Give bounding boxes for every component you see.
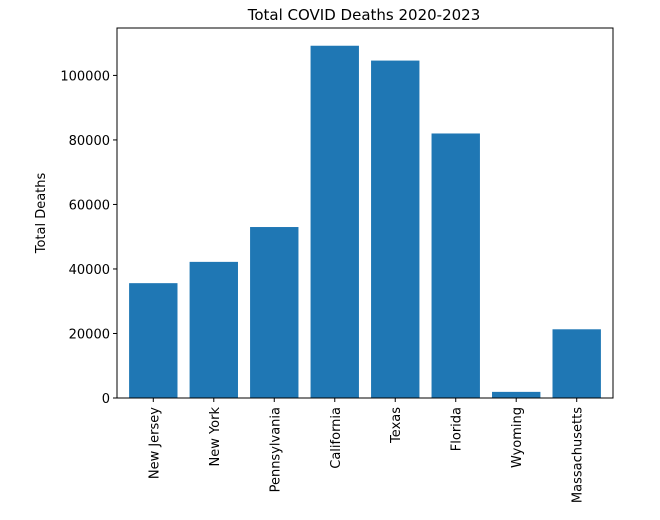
bars-group: [129, 45, 601, 399]
x-tick-label: Florida: [450, 407, 465, 451]
x-tick-label: Massachusetts: [571, 407, 586, 503]
chart-title: Total COVID Deaths 2020-2023: [247, 6, 481, 24]
plot-frame: [116, 27, 614, 399]
bar-texas: [371, 60, 420, 398]
bar-new-york: [189, 261, 238, 398]
bar-california: [310, 45, 359, 399]
x-tick-label: California: [329, 407, 344, 469]
bar-new-jersey: [129, 283, 178, 398]
y-tick-label: 60000: [69, 198, 110, 213]
bar-florida: [431, 133, 480, 399]
x-axis: New Jersey New York Pennsylvania California…: [147, 398, 586, 503]
x-tick-label: New York: [208, 407, 223, 467]
x-tick-label: New Jersey: [147, 407, 162, 479]
x-tick-label: Wyoming: [510, 407, 525, 468]
y-axis-title: Total Deaths: [34, 172, 49, 254]
y-tick-label: 0: [102, 392, 110, 407]
bar-wyoming: [492, 391, 541, 398]
bar-massachusetts: [552, 329, 601, 398]
x-tick-label: Texas: [389, 407, 404, 444]
y-axis: 0 20000 40000 60000 80000 100000: [60, 69, 117, 407]
y-tick-label: 40000: [69, 263, 110, 278]
y-tick-label: 80000: [69, 134, 110, 149]
y-tick-label: 20000: [69, 327, 110, 342]
y-tick-label: 100000: [60, 69, 110, 84]
bar-pennsylvania: [250, 227, 299, 398]
x-tick-label: Pennsylvania: [268, 407, 283, 492]
